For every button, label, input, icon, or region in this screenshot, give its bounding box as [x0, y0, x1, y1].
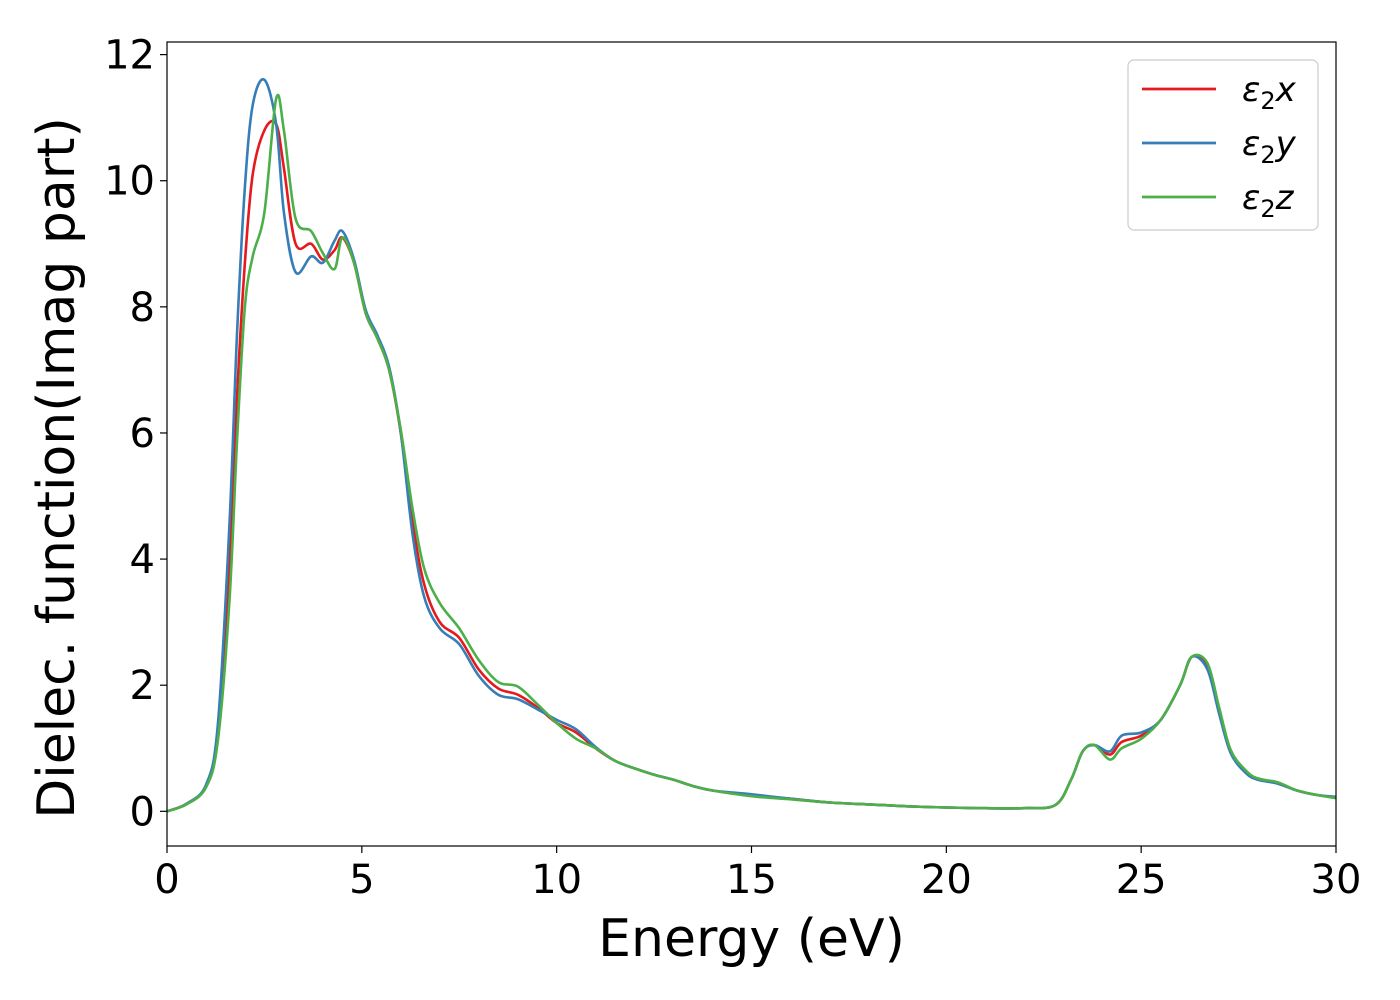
x-tick-label: 20: [921, 857, 972, 903]
x-tick-label: 10: [531, 857, 582, 903]
y-tick-label: 4: [130, 537, 155, 583]
series-layer: [166, 77, 1337, 813]
y-axis-label: Dielec. function(Imag part): [27, 117, 87, 819]
y-tick-label: 0: [130, 789, 155, 835]
y-tick-label: 12: [104, 33, 155, 79]
x-axis-ticks: 0 5 10 15 20 25 30: [154, 846, 1361, 903]
y-tick-label: 8: [130, 285, 155, 331]
y-axis-ticks: 0 2 4 6 8 10 12: [104, 33, 167, 835]
legend: ε2x ε2y ε2z: [1127, 59, 1319, 231]
x-tick-label: 0: [154, 857, 179, 903]
y-tick-label: 6: [130, 411, 155, 457]
x-tick-label: 30: [1311, 857, 1362, 903]
y-tick-label: 2: [130, 663, 155, 709]
legend-label-y: ε2y: [1242, 124, 1297, 169]
series-line-z: [166, 93, 1337, 813]
x-tick-label: 25: [1116, 857, 1167, 903]
legend-label-z: ε2z: [1242, 178, 1295, 223]
legend-frame: [1127, 59, 1319, 231]
y-tick-label: 10: [104, 159, 155, 205]
legend-label-x: ε2x: [1242, 70, 1297, 115]
x-tick-label: 15: [726, 857, 777, 903]
x-tick-label: 5: [349, 857, 374, 903]
x-axis-label: Energy (eV): [598, 909, 905, 969]
